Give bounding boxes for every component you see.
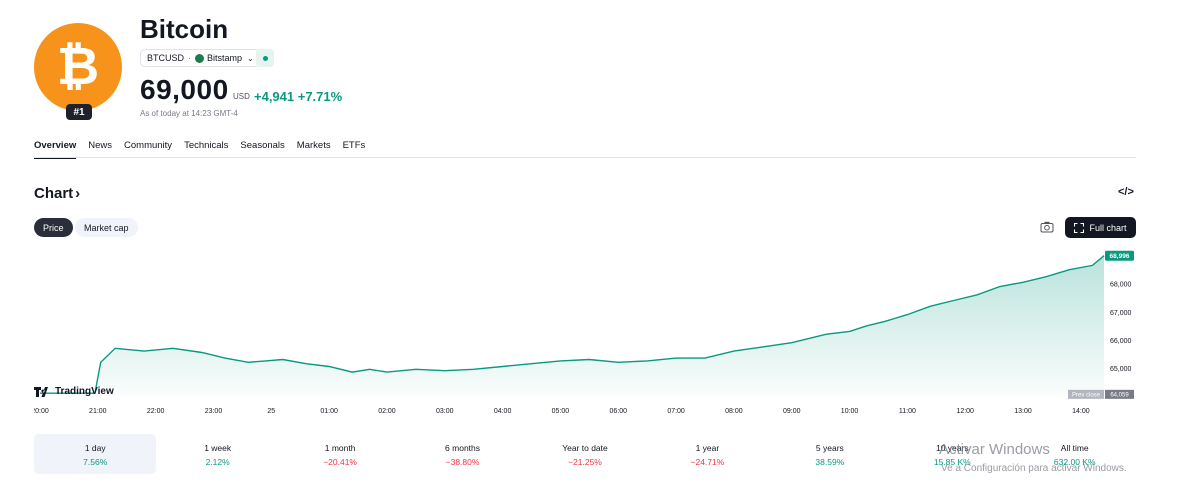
tradingview-logo[interactable]: TradingView (34, 386, 114, 397)
separator-dot: · (188, 53, 192, 63)
market-status-icon[interactable] (256, 49, 274, 67)
range-button[interactable]: 1 month −20.41% (279, 434, 401, 474)
x-tick-label: 21:00 (89, 408, 107, 415)
bitcoin-logo (34, 23, 122, 111)
range-change: 38.59% (815, 457, 845, 467)
fullscreen-icon (1074, 222, 1085, 233)
range-button[interactable]: Year to date −21.25% (524, 434, 646, 474)
price-line (40, 255, 1105, 394)
last-price-marker (1105, 250, 1134, 261)
x-tick-label: 13:00 (1014, 408, 1032, 415)
tradingview-icon (34, 386, 48, 397)
x-tick-label: 11:00 (899, 408, 916, 415)
range-button[interactable]: 6 months −38.80% (401, 434, 523, 474)
currency-label: USD (233, 92, 250, 101)
market-cap-toggle[interactable]: Market cap (75, 218, 138, 237)
x-tick-label: 22:00 (147, 408, 165, 415)
range-label: 1 year (695, 443, 720, 453)
x-tick-label: 07:00 (667, 408, 685, 415)
prev-close-value: 64,059 (1110, 393, 1129, 399)
range-label: 1 week (204, 443, 232, 453)
camera-icon[interactable] (1040, 221, 1054, 233)
x-tick-label: 04:00 (494, 408, 512, 415)
timestamp: As of today at 14:23 GMT-4 (140, 109, 238, 118)
prev-close-value-marker (1105, 389, 1134, 399)
range-button[interactable]: 1 week 2.12% (156, 434, 278, 474)
range-change: 15.85 K% (933, 457, 971, 467)
price-chart[interactable]: 68,000 67,000 66,000 65,000 20:00 21:00 22:00… (34, 246, 1136, 418)
x-tick-label: 12:00 (956, 408, 974, 415)
range-change: −21.25% (568, 457, 602, 467)
range-button[interactable]: 5 years 38.59% (769, 434, 891, 474)
tab-etfs[interactable]: ETFs (342, 140, 366, 151)
chevron-right-icon: › (75, 185, 81, 202)
range-change: 632.00 K% (1053, 457, 1096, 467)
x-tick-label: 20:00 (34, 408, 49, 415)
price-toggle[interactable]: Price (34, 218, 73, 237)
price-change: +4,941 +7.71% (254, 89, 343, 104)
range-label: 10 years (935, 443, 969, 453)
x-tick-label: 09:00 (783, 408, 801, 415)
y-tick-label: 66,000 (1110, 338, 1132, 345)
tab-divider (34, 157, 1136, 158)
current-price: 69,000 (140, 74, 229, 105)
exchange-label: Bitstamp (207, 53, 243, 63)
chevron-down-icon: ⌄ (247, 53, 254, 63)
performance-ranges: 1 day 7.56% 1 week 2.12% 1 month −20.41% 6 mon… (34, 434, 1136, 474)
tab-bar: Overview News Community Technicals Seaso… (34, 140, 377, 159)
x-tick-label: 25 (267, 408, 275, 415)
range-change: −24.71% (690, 457, 725, 467)
prev-close-label: Prev close (1072, 393, 1101, 399)
range-button[interactable]: 10 years 15.85 K% (891, 434, 1013, 474)
y-tick-label: 65,000 (1110, 366, 1132, 373)
x-tick-label: 10:00 (841, 408, 859, 415)
symbol-selector[interactable]: BTCUSD · Bitstamp ⌄ (140, 49, 261, 67)
tab-markets[interactable]: Markets (296, 140, 331, 151)
range-change: 2.12% (205, 457, 230, 467)
range-label: Year to date (562, 443, 608, 453)
tab-news[interactable]: News (88, 140, 113, 151)
y-tick-label: 67,000 (1110, 310, 1132, 317)
range-button[interactable]: 1 day 7.56% (34, 434, 157, 474)
range-change: −20.41% (323, 457, 357, 467)
range-change: −38.80% (445, 457, 480, 467)
full-chart-button[interactable]: Full chart (1065, 217, 1136, 238)
full-chart-label: Full chart (1089, 222, 1127, 233)
x-tick-label: 23:00 (205, 408, 223, 415)
range-change: 7.56% (83, 457, 108, 467)
range-label: All time (1060, 443, 1089, 453)
last-price-label: 68,996 (1110, 253, 1130, 260)
embed-code-icon[interactable]: </> (1118, 186, 1134, 198)
range-button[interactable]: All time 632.00 K% (1014, 434, 1136, 474)
tab-community[interactable]: Community (124, 140, 173, 151)
tab-technicals[interactable]: Technicals (184, 140, 229, 151)
tab-seasonals[interactable]: Seasonals (240, 140, 285, 151)
x-tick-label: 01:00 (320, 408, 338, 415)
range-label: 1 day (84, 443, 106, 453)
prev-close-marker (1068, 389, 1104, 399)
y-tick-label: 68,000 (1110, 282, 1132, 289)
activation-watermark: Activar Windows (939, 441, 1050, 458)
x-tick-label: 06:00 (609, 408, 627, 415)
range-label: 5 years (815, 443, 844, 453)
rank-badge: #1 (66, 104, 92, 120)
x-tick-label: 08:00 (725, 408, 743, 415)
page-title: Bitcoin (140, 14, 229, 44)
bitcoin-icon: ₿ (56, 37, 100, 97)
activation-watermark-hint: Ve a Configuración para activar Windows. (941, 463, 1127, 474)
range-label: 1 month (324, 443, 356, 453)
x-tick-label: 02:00 (378, 408, 396, 415)
range-label: 6 months (445, 443, 481, 453)
range-button[interactable]: 1 year −24.71% (646, 434, 768, 474)
exchange-icon (195, 53, 205, 63)
symbol-label: BTCUSD (147, 53, 185, 63)
chart-heading[interactable]: Chart › (34, 185, 80, 202)
chart-heading-label: Chart (34, 185, 74, 202)
tradingview-label: TradingView (55, 386, 114, 397)
tab-overview[interactable]: Overview (34, 140, 77, 159)
price-area (40, 255, 1104, 396)
x-tick-label: 03:00 (436, 408, 454, 415)
x-tick-label: 05:00 (552, 408, 570, 415)
x-tick-label: 14:00 (1072, 408, 1090, 415)
